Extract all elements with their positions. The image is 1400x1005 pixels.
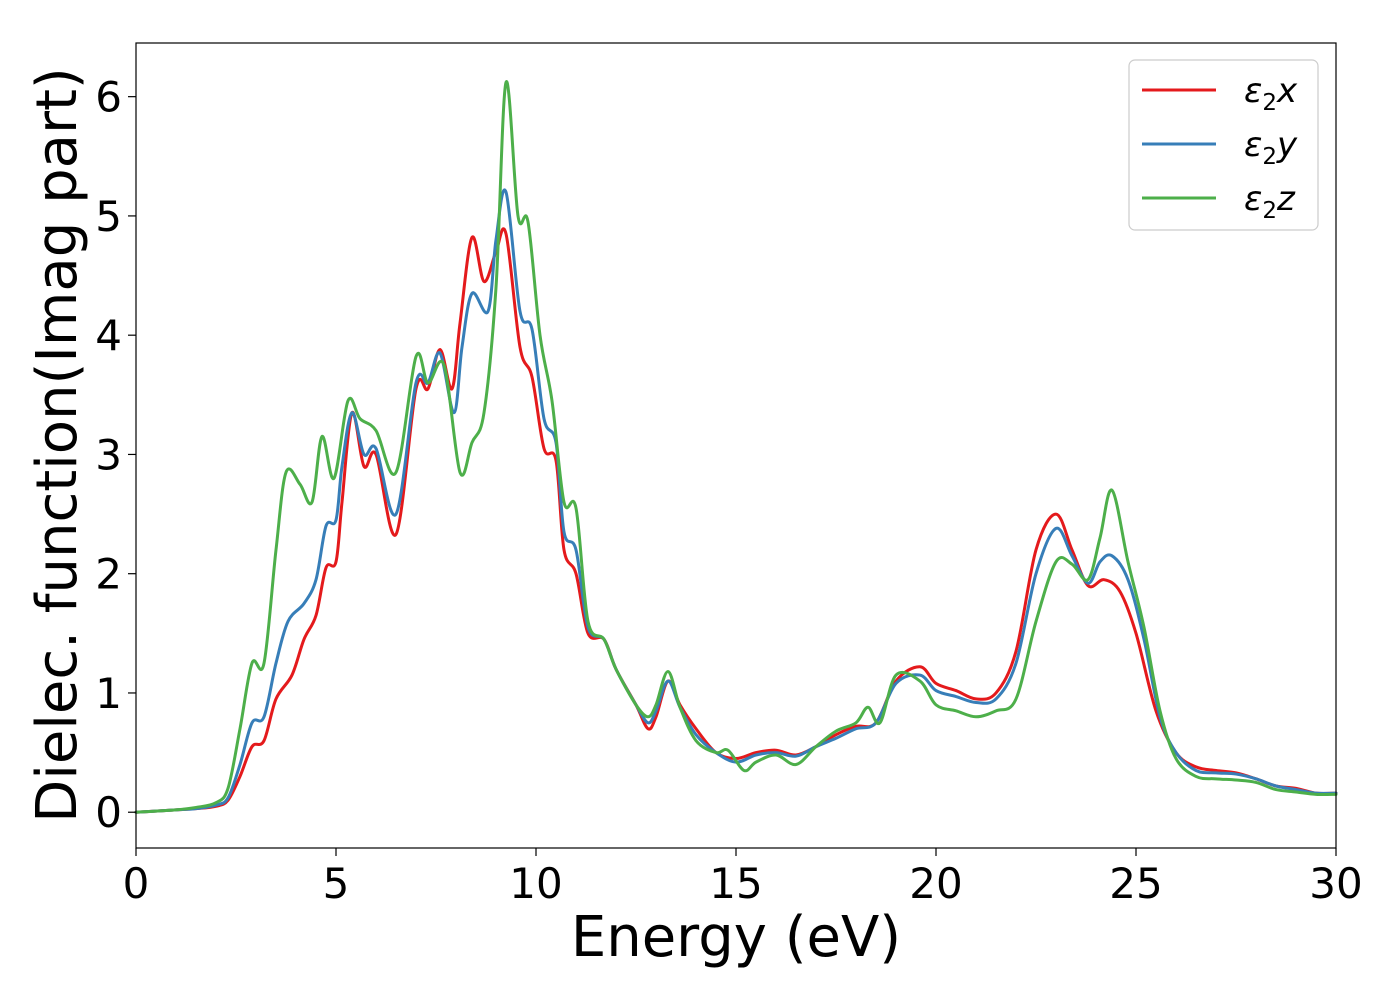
y-tick-label: 6 (95, 73, 122, 122)
y-axis: 0 1 2 3 4 5 6 (95, 73, 136, 837)
y-tick-label: 2 (95, 550, 122, 599)
x-axis-title: Energy (eV) (571, 905, 901, 970)
x-tick-label: 10 (509, 859, 562, 908)
x-tick-label: 25 (1109, 859, 1162, 908)
y-axis-title: Dielec. function(Imag part) (25, 67, 90, 823)
legend-box (1128, 59, 1319, 231)
legend-label-x: ε2x (1244, 71, 1298, 116)
x-tick-label: 5 (323, 859, 350, 908)
y-tick-label: 0 (95, 788, 122, 837)
y-tick-label: 4 (95, 311, 122, 360)
y-tick-label: 3 (95, 430, 122, 479)
legend-label-y: ε2y (1244, 125, 1298, 170)
legend-label-z: ε2z (1244, 179, 1296, 224)
series-layer (134, 80, 1338, 814)
x-tick-label: 15 (709, 859, 762, 908)
y-tick-label: 1 (95, 669, 122, 718)
x-tick-label: 30 (1309, 859, 1362, 908)
series-line-z (134, 80, 1338, 814)
legend: ε2x ε2y ε2z (1128, 59, 1319, 231)
x-tick-label: 20 (909, 859, 962, 908)
x-axis: 0 5 10 15 20 25 30 (123, 848, 1363, 908)
y-tick-label: 5 (95, 192, 122, 241)
x-tick-label: 0 (123, 859, 150, 908)
